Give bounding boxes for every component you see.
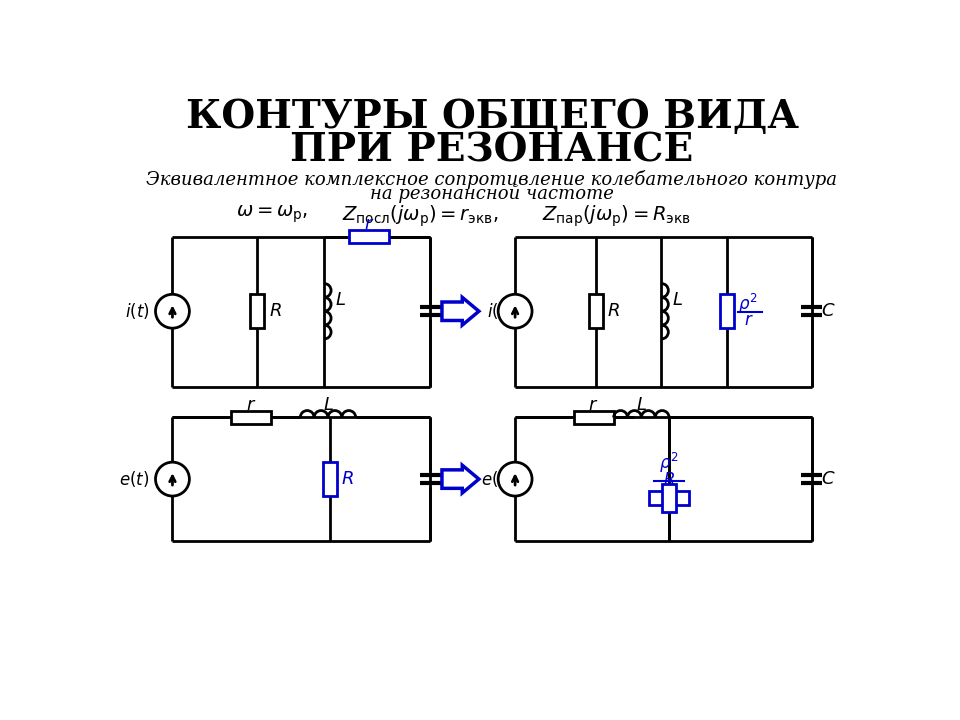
Circle shape	[156, 462, 189, 496]
Text: $r$: $r$	[588, 396, 599, 414]
Text: $Z_\mathsf{пар}(j\omega_\mathsf{p}) = R_\mathsf{экв}$: $Z_\mathsf{пар}(j\omega_\mathsf{p}) = R_…	[542, 204, 691, 229]
Text: $e(t)$: $e(t)$	[119, 469, 150, 489]
Text: $L$: $L$	[323, 396, 333, 414]
Bar	[720, 294, 733, 328]
Text: $C$: $C$	[440, 470, 454, 488]
Bar	[662, 485, 676, 512]
Text: $r$: $r$	[246, 396, 256, 414]
Text: $R$: $R$	[341, 470, 354, 488]
Polygon shape	[442, 297, 479, 325]
Text: $L$: $L$	[636, 396, 647, 414]
Text: КОНТУРЫ ОБЩЕГО ВИДА: КОНТУРЫ ОБЩЕГО ВИДА	[185, 98, 799, 136]
Text: $\omega = \omega_\mathsf{p},$: $\omega = \omega_\mathsf{p},$	[236, 204, 308, 225]
Bar	[574, 410, 613, 424]
Text: $L$: $L$	[335, 291, 346, 309]
Text: $r$: $r$	[364, 215, 374, 233]
Circle shape	[156, 294, 189, 328]
Text: $i(t)$: $i(t)$	[487, 301, 512, 321]
Text: $e(t)$: $e(t)$	[481, 469, 512, 489]
Text: $L$: $L$	[672, 291, 684, 309]
Text: $C$: $C$	[440, 302, 454, 320]
Text: $i(t)$: $i(t)$	[125, 301, 150, 321]
Text: $\rho^2$: $\rho^2$	[660, 451, 679, 475]
Circle shape	[498, 294, 532, 328]
Text: $C$: $C$	[821, 470, 835, 488]
Text: $Z_\mathsf{посл}(j\omega_\mathsf{p}) = r_\mathsf{экв},$: $Z_\mathsf{посл}(j\omega_\mathsf{p}) = r…	[342, 204, 498, 229]
Text: $R$: $R$	[607, 302, 619, 320]
Text: на резонансной частоте: на резонансной частоте	[370, 185, 614, 203]
Text: $R$: $R$	[269, 302, 281, 320]
Text: $r$: $r$	[744, 312, 754, 329]
Text: $C$: $C$	[821, 302, 835, 320]
Bar	[649, 492, 689, 505]
Bar	[348, 230, 389, 243]
Text: Эквивалентное комплексное сопротивление колебательного контура: Эквивалентное комплексное сопротивление …	[147, 169, 837, 189]
Text: ПРИ РЕЗОНАНСЕ: ПРИ РЕЗОНАНСЕ	[290, 131, 694, 169]
Circle shape	[498, 462, 532, 496]
Bar	[589, 294, 603, 328]
Bar	[324, 462, 337, 496]
Bar	[251, 294, 264, 328]
Polygon shape	[442, 465, 479, 493]
Text: $\rho^2$: $\rho^2$	[737, 292, 757, 316]
Text: $R$: $R$	[663, 472, 675, 489]
Bar	[231, 410, 271, 424]
